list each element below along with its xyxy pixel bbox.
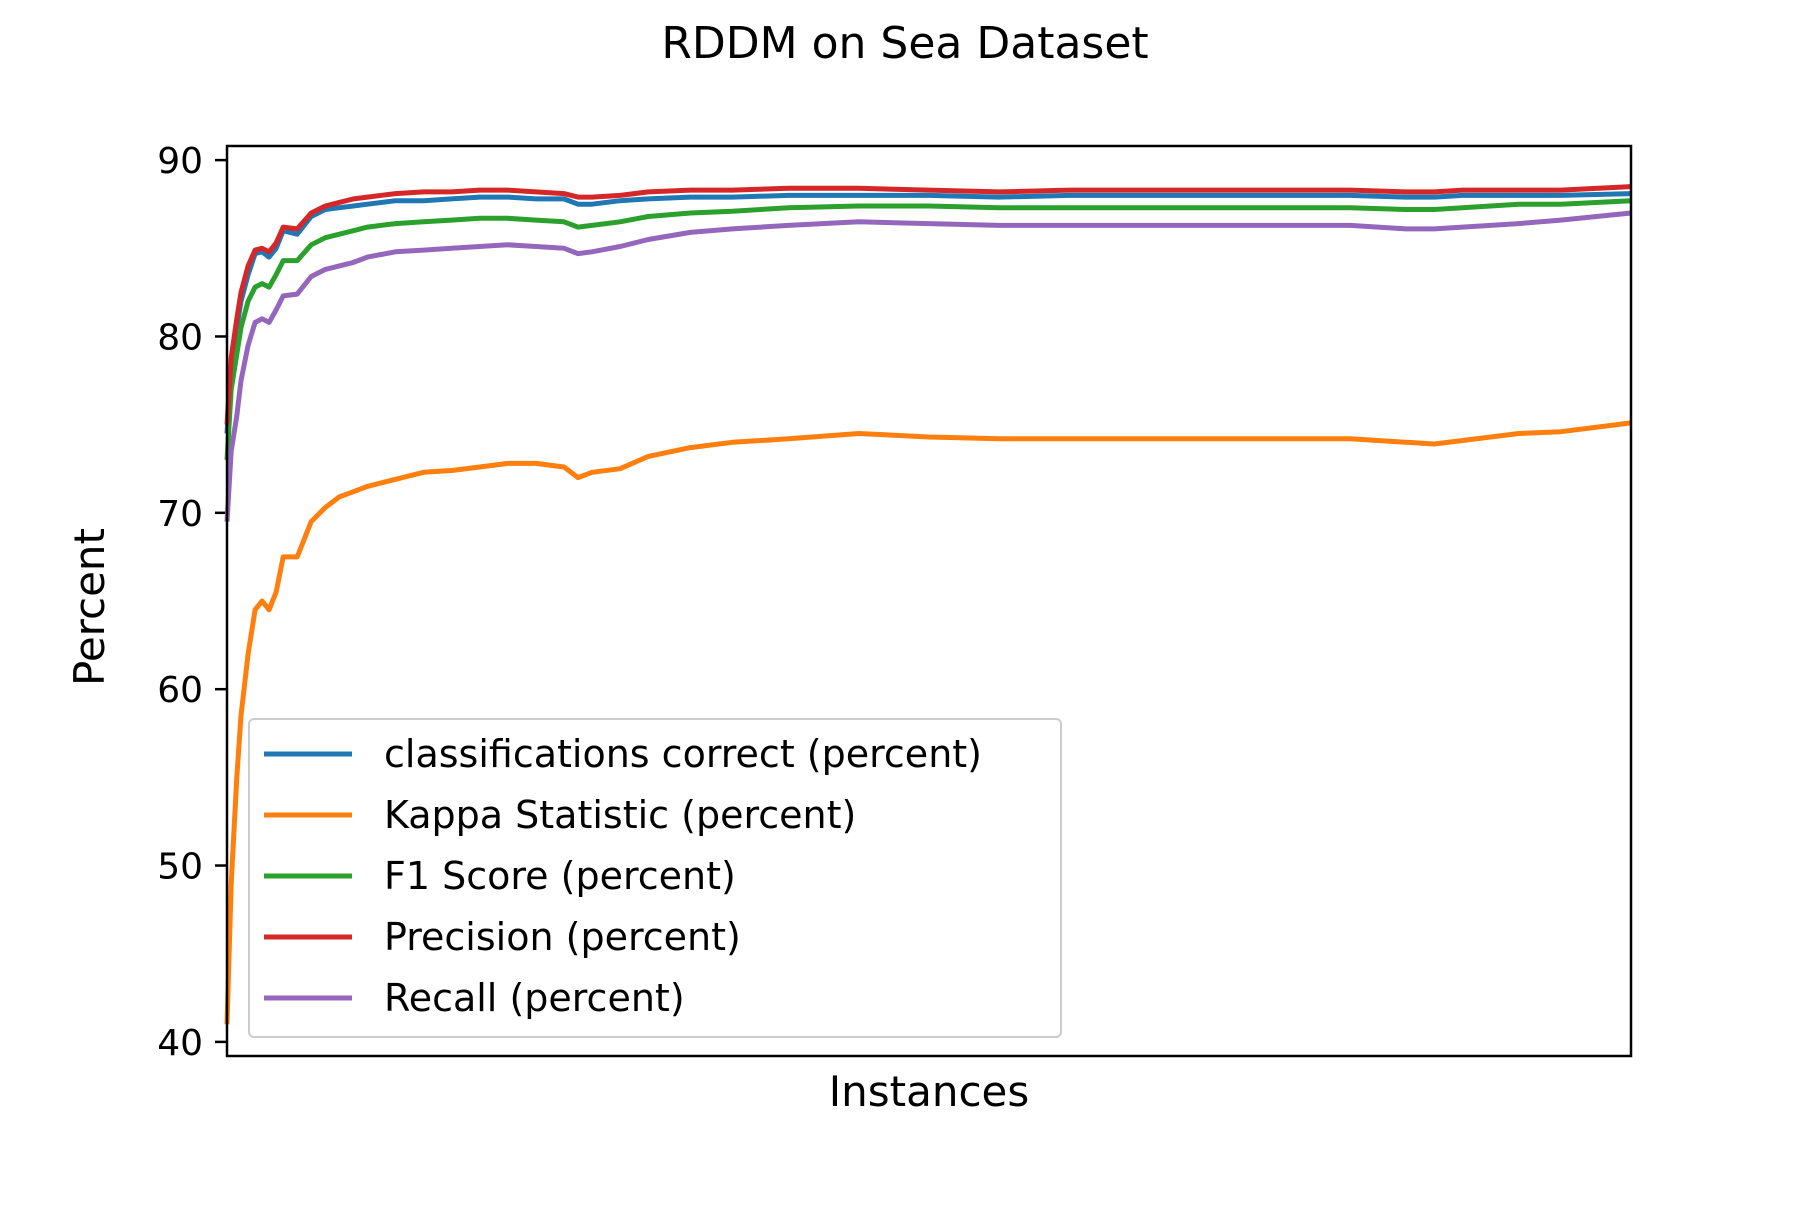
series-line-5 xyxy=(224,210,1632,522)
series-line-4 xyxy=(224,184,1632,425)
legend-label: Precision (percent) xyxy=(384,915,741,959)
y-tick-label: 80 xyxy=(157,317,203,358)
series-line-2 xyxy=(224,420,1632,1025)
y-tick-label: 50 xyxy=(157,847,203,888)
y-axis-label: Percent xyxy=(65,528,114,686)
y-tick-label: 40 xyxy=(157,1023,203,1064)
legend-frame xyxy=(248,718,1062,1038)
chart-title: RDDM on Sea Dataset xyxy=(661,18,1148,69)
y-axis-ticks: 90 80 70 60 50 40 xyxy=(157,141,227,1064)
plot-lines xyxy=(224,184,1632,1025)
legend-label: F1 Score (percent) xyxy=(384,854,736,898)
x-axis-label: Instances xyxy=(829,1067,1030,1116)
series-line-1 xyxy=(224,191,1632,434)
legend-label: classifications correct (percent) xyxy=(384,732,982,776)
plot-frame xyxy=(225,144,1633,1058)
y-tick-label: 60 xyxy=(157,670,203,711)
legend: classifications correct (percent) Kappa S… xyxy=(248,718,1062,1038)
legend-label: Kappa Statistic (percent) xyxy=(384,793,856,837)
y-tick-label: 70 xyxy=(157,494,203,535)
legend-label: Recall (percent) xyxy=(384,976,685,1020)
series-line-3 xyxy=(224,198,1632,461)
y-tick-label: 90 xyxy=(157,141,203,182)
